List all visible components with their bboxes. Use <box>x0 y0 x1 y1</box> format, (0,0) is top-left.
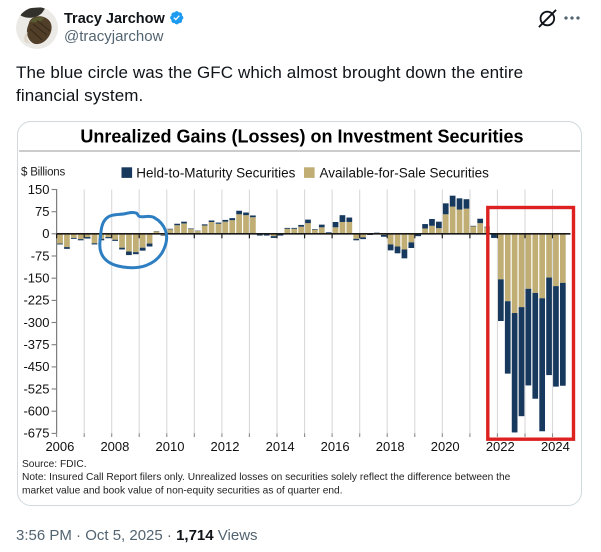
svg-text:-600: -600 <box>23 404 49 419</box>
svg-text:$ Billions: $ Billions <box>21 167 65 179</box>
svg-text:2010: 2010 <box>156 439 185 454</box>
svg-text:2020: 2020 <box>431 439 460 454</box>
svg-text:Note: Insured Call Report file: Note: Insured Call Report filers only. U… <box>22 472 511 483</box>
svg-text:-300: -300 <box>23 315 49 330</box>
svg-text:Available-for-Sale Securities: Available-for-Sale Securities <box>320 165 490 180</box>
svg-text:-150: -150 <box>23 271 49 286</box>
svg-text:Held-to-Maturity Securities: Held-to-Maturity Securities <box>136 165 295 180</box>
svg-text:-675: -675 <box>23 426 49 441</box>
svg-text:2008: 2008 <box>100 439 129 454</box>
svg-text:2012: 2012 <box>211 439 240 454</box>
svg-text:-450: -450 <box>23 359 49 374</box>
svg-text:2024: 2024 <box>541 439 570 454</box>
svg-text:Source: FDIC.: Source: FDIC. <box>22 459 87 470</box>
svg-text:2022: 2022 <box>486 439 515 454</box>
svg-text:market value and book value of: market value and book value of non-equit… <box>22 485 343 496</box>
svg-text:150: 150 <box>28 182 50 197</box>
svg-text:75: 75 <box>35 204 49 219</box>
svg-text:2014: 2014 <box>266 439 295 454</box>
svg-text:2018: 2018 <box>376 439 405 454</box>
svg-text:-75: -75 <box>31 248 50 263</box>
svg-text:0: 0 <box>42 226 49 241</box>
svg-text:2006: 2006 <box>45 439 74 454</box>
svg-text:-225: -225 <box>23 293 49 308</box>
svg-text:-525: -525 <box>23 381 49 396</box>
svg-text:-375: -375 <box>23 337 49 352</box>
svg-text:Unrealized Gains (Losses) on I: Unrealized Gains (Losses) on Investment … <box>80 127 523 147</box>
svg-text:2016: 2016 <box>321 439 350 454</box>
